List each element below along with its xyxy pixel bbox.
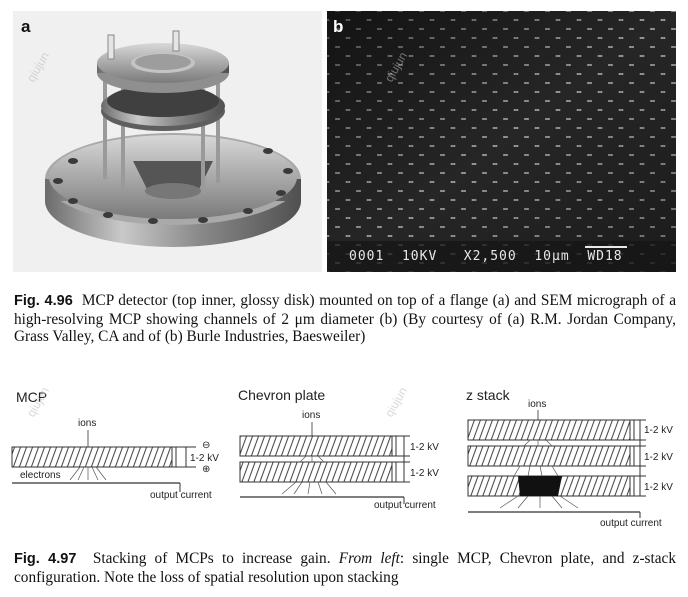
mcp-detector-illustration: [13, 11, 322, 272]
mcp-electron-cascade: [69, 466, 107, 481]
chevron-voltage-1: 1-2 kV: [410, 442, 439, 453]
mcp-electrons-label: electrons: [20, 470, 61, 481]
fig-4-97-caption: Fig. 4.97 Stacking of MCPs to increase g…: [14, 550, 676, 586]
zstack-plate-1: [467, 419, 631, 441]
fig-4-97-italic: From left: [338, 550, 400, 567]
mcp-plate: [11, 446, 173, 468]
sem-micrograph: b 0001 10KV X2,500 10μm WD18: [327, 11, 676, 272]
z-stack-diagram: z stack ions 1-2 kV 1-2 kV 1-2 kV output…: [466, 387, 673, 529]
chevron-electron-cascade: [281, 481, 337, 495]
chevron-voltage-2: 1-2 kV: [410, 468, 439, 479]
fig-4-96-text: MCP detector (top inner, glossy disk) mo…: [14, 292, 676, 346]
chevron-plate-1: [239, 435, 393, 457]
zstack-title: z stack: [466, 387, 511, 403]
fig-4-97-text-2: : single MCP, Chevron plate, and z-stack…: [14, 550, 676, 586]
chevron-plate-diagram: Chevron plate ions 1-2 kV 1-2 kV output …: [238, 387, 439, 511]
zstack-saturated-cascade: [518, 476, 562, 496]
chevron-ions-label: ions: [302, 410, 320, 421]
chevron-plate-2: [239, 461, 393, 483]
mcp-detector-photo: a: [13, 11, 322, 272]
zstack-ions-label: ions: [528, 399, 546, 410]
mcp-voltage-label: 1-2 kV: [190, 453, 219, 464]
mcp-minus-sign: ⊖: [202, 440, 210, 451]
zstack-voltage-2: 1-2 kV: [644, 452, 673, 463]
chevron-title: Chevron plate: [238, 387, 325, 403]
sem-channel-pattern: [327, 11, 676, 272]
fig-4-96-label: Fig. 4.96: [14, 293, 73, 309]
fig-4-96-caption: Fig. 4.96 MCP detector (top inner, gloss…: [14, 292, 676, 346]
mcp-output-label: output current: [150, 490, 212, 501]
mcp-plus-sign: ⊕: [202, 464, 210, 475]
fig-4-97-label: Fig. 4.97: [14, 551, 77, 567]
panel-a-label: a: [21, 17, 31, 36]
fig-4-97-text-1: Stacking of MCPs to increase gain.: [92, 550, 331, 567]
panel-b-label: b: [333, 17, 344, 36]
zstack-plate-2: [467, 445, 631, 467]
zstack-voltage-1: 1-2 kV: [644, 425, 673, 436]
zstack-voltage-3: 1-2 kV: [644, 482, 673, 493]
mcp-title: MCP: [16, 389, 47, 405]
mcp-ions-label: ions: [78, 418, 96, 429]
mcp-stacking-diagram: MCP ions 1-2 kV ⊖ ⊕ electrons output cur…: [11, 387, 673, 529]
zstack-output-label: output current: [600, 518, 662, 529]
chevron-output-label: output current: [374, 500, 436, 511]
sem-scale-readout: 0001 10KV X2,500 10μm WD18: [349, 249, 623, 264]
single-mcp-diagram: MCP ions 1-2 kV ⊖ ⊕ electrons output cur…: [11, 389, 219, 501]
